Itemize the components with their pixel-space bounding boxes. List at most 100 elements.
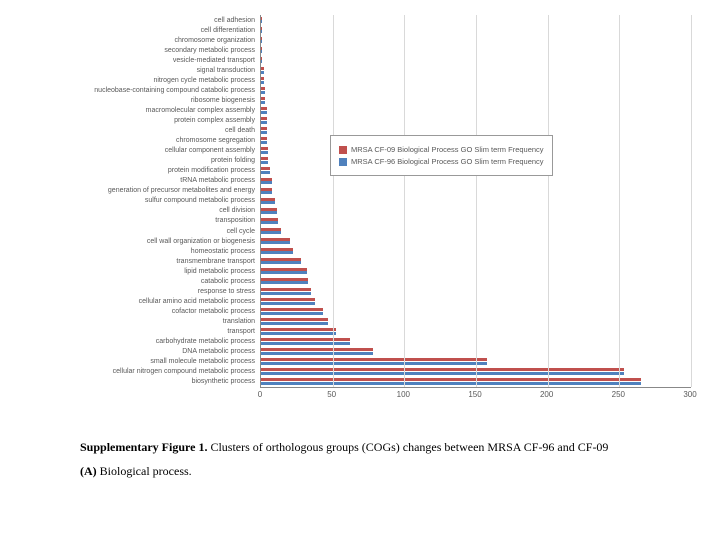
category-label: tRNA metabolic process (30, 177, 255, 184)
category-label: chromosome organization (30, 37, 255, 44)
category-label: cell cycle (30, 228, 255, 235)
bar-series-1 (261, 131, 267, 134)
category-label: DNA metabolic process (30, 348, 255, 355)
bar-series-1 (261, 322, 328, 325)
category-label: vesicle-mediated transport (30, 57, 255, 64)
bar-series-1 (261, 60, 262, 63)
category-label: protein modification process (30, 167, 255, 174)
category-label: generation of precursor metabolites and … (30, 187, 255, 194)
gridline (691, 15, 692, 387)
bar-series-1 (261, 221, 278, 224)
caption-line-1: Supplementary Figure 1. Clusters of orth… (80, 435, 640, 459)
category-label: cellular amino acid metabolic process (30, 298, 255, 305)
gridline (404, 15, 405, 387)
bar-series-1 (261, 181, 272, 184)
legend-item-2: MRSA CF-96 Biological Process GO Slim te… (339, 157, 544, 166)
category-label: carbohydrate metabolic process (30, 338, 255, 345)
bar-series-1 (261, 141, 267, 144)
gridline (619, 15, 620, 387)
bar-series-1 (261, 332, 336, 335)
x-axis-ticks: 050100150200250300 (260, 390, 690, 404)
category-label: signal transduction (30, 67, 255, 74)
bar-series-1 (261, 191, 272, 194)
bar-series-1 (261, 71, 264, 74)
x-tick-label: 0 (258, 390, 262, 399)
category-label: transmembrane transport (30, 258, 255, 265)
bar-series-1 (261, 342, 350, 345)
legend-item-1: MRSA CF-09 Biological Process GO Slim te… (339, 145, 544, 154)
category-label: nucleobase-containing compound catabolic… (30, 87, 255, 94)
bar-series-1 (261, 121, 267, 124)
category-label: chromosome segregation (30, 137, 255, 144)
x-tick-label: 150 (468, 390, 481, 399)
category-label: homeostatic process (30, 248, 255, 255)
category-label: cell differentiation (30, 27, 255, 34)
caption-sub-bold: (A) (80, 464, 97, 478)
bar-series-1 (261, 111, 267, 114)
category-label: cell adhesion (30, 17, 255, 24)
bar-series-1 (261, 50, 262, 53)
gridline (548, 15, 549, 387)
x-tick-label: 100 (397, 390, 410, 399)
category-label: response to stress (30, 288, 255, 295)
category-label: protein complex assembly (30, 117, 255, 124)
x-tick-label: 300 (683, 390, 696, 399)
legend-swatch-icon (339, 158, 347, 166)
category-label: cellular component assembly (30, 147, 255, 154)
y-axis-labels: cell adhesion cell differentiation chromos… (30, 15, 255, 387)
category-label: small molecule metabolic process (30, 358, 255, 365)
category-label: cell death (30, 127, 255, 134)
category-label: cell wall organization or biogenesis (30, 238, 255, 245)
category-label: macromolecular complex assembly (30, 107, 255, 114)
category-label: biosynthetic process (30, 378, 255, 385)
bar-series-1 (261, 91, 265, 94)
category-label: cell division (30, 207, 255, 214)
gridline (476, 15, 477, 387)
bar-series-1 (261, 171, 270, 174)
bar-series-1 (261, 81, 264, 84)
bar-series-1 (261, 382, 641, 385)
category-label: secondary metabolic process (30, 47, 255, 54)
category-label: nitrogen cycle metabolic process (30, 77, 255, 84)
category-label: catabolic process (30, 278, 255, 285)
bar-series-1 (261, 261, 301, 264)
bar-series-1 (261, 372, 624, 375)
legend: MRSA CF-09 Biological Process GO Slim te… (330, 135, 553, 176)
bar-series-1 (261, 281, 308, 284)
caption-title-bold: Supplementary Figure 1. (80, 440, 207, 454)
bar-series-1 (261, 312, 323, 315)
gridline (333, 15, 334, 387)
legend-swatch-icon (339, 146, 347, 154)
chart-container: cell adhesion cell differentiation chromos… (30, 15, 690, 415)
figure-caption: Supplementary Figure 1. Clusters of orth… (80, 435, 640, 483)
plot-area (260, 15, 691, 388)
bar-series-1 (261, 30, 262, 33)
bar-series-1 (261, 101, 265, 104)
category-label: cofactor metabolic process (30, 308, 255, 315)
bar-series-1 (261, 251, 293, 254)
bar-series-1 (261, 211, 277, 214)
legend-label: MRSA CF-96 Biological Process GO Slim te… (351, 157, 544, 166)
bar-series-1 (261, 292, 311, 295)
bar-series-1 (261, 20, 262, 23)
bar-series-1 (261, 362, 487, 365)
bar-series-1 (261, 151, 268, 154)
category-label: protein folding (30, 157, 255, 164)
bar-series-1 (261, 40, 262, 43)
category-label: translation (30, 318, 255, 325)
caption-title-rest: Clusters of orthologous groups (COGs) ch… (207, 440, 608, 454)
category-label: transport (30, 328, 255, 335)
bar-series-1 (261, 231, 281, 234)
bar-series-1 (261, 302, 315, 305)
x-tick-label: 200 (540, 390, 553, 399)
x-tick-label: 250 (612, 390, 625, 399)
legend-label: MRSA CF-09 Biological Process GO Slim te… (351, 145, 544, 154)
caption-line-2: (A) Biological process. (80, 459, 640, 483)
bar-series-1 (261, 271, 307, 274)
bar-series-1 (261, 241, 290, 244)
bar-series-1 (261, 161, 268, 164)
category-label: sulfur compound metabolic process (30, 197, 255, 204)
bar-series-1 (261, 352, 373, 355)
caption-sub-rest: Biological process. (97, 464, 192, 478)
category-label: ribosome biogenesis (30, 97, 255, 104)
